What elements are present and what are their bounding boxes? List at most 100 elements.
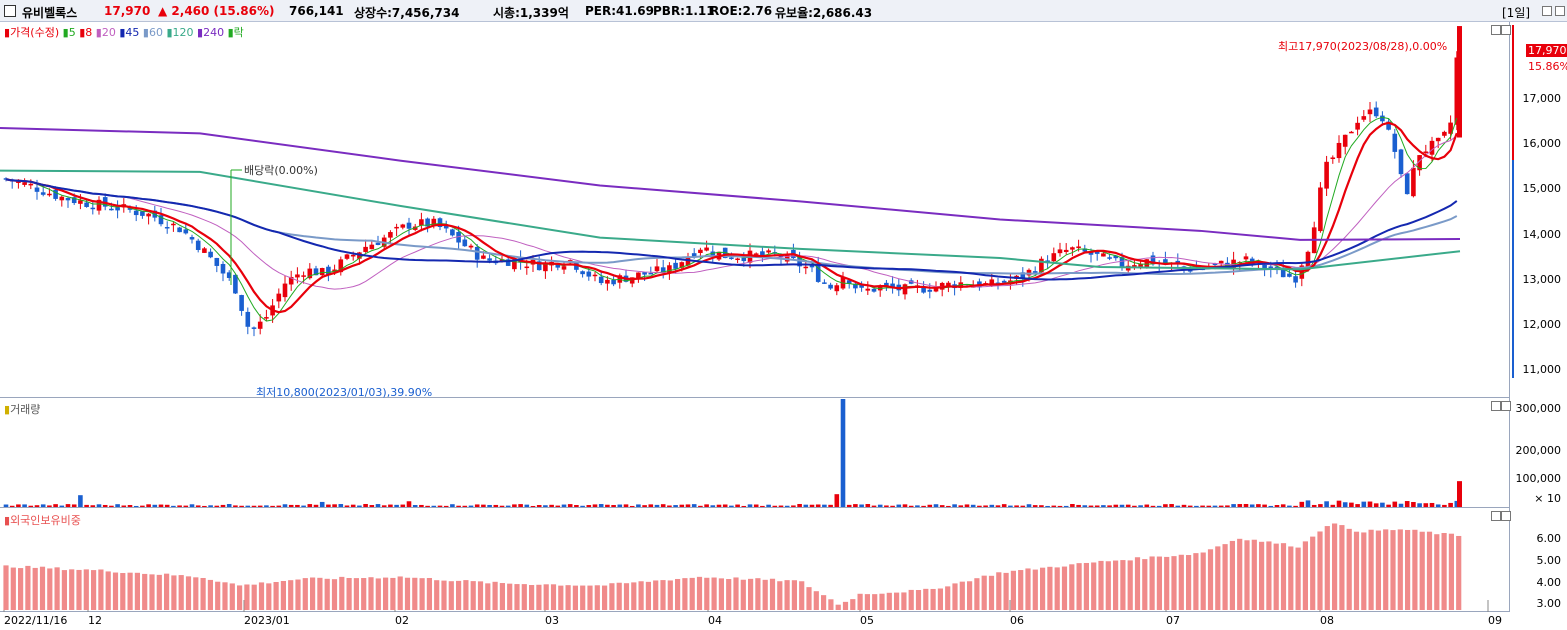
legend-ma8[interactable]: 8 (85, 26, 93, 39)
foreign-bar (368, 577, 374, 610)
candle-body (1249, 258, 1255, 264)
candle-body (1132, 265, 1137, 267)
foreign-bar (1215, 546, 1221, 610)
retention-ratio: 유보율:2,686.43 (775, 6, 873, 20)
volume-bar (1342, 502, 1348, 507)
foreign-bar (317, 577, 323, 610)
y-tick: 100,000 (1515, 472, 1562, 485)
volume-bar (1417, 503, 1422, 507)
volume-bar (846, 504, 852, 507)
candle-body (846, 280, 852, 284)
volume-bar (1001, 504, 1007, 507)
stock-name[interactable]: 유비벨록스 (22, 6, 78, 20)
foreign-bar (229, 583, 235, 610)
volume-bar (890, 505, 895, 507)
panel-close-icon[interactable] (1501, 511, 1511, 521)
candle-body (140, 211, 145, 216)
foreign-bar (404, 577, 411, 610)
volume-bar (1175, 505, 1181, 507)
foreign-bar (886, 592, 892, 610)
volume-bar (1336, 500, 1342, 507)
candle-body (276, 293, 282, 302)
foreign-bar (1025, 568, 1031, 610)
legend-ma5[interactable]: 5 (68, 26, 76, 39)
candle-body (109, 208, 114, 211)
volume-bar (1367, 501, 1373, 507)
volume-bar (512, 504, 517, 507)
candle-body (1051, 253, 1057, 262)
window-max-icon[interactable] (1555, 6, 1565, 16)
candle-body (146, 213, 151, 217)
legend-volume[interactable]: 거래량 (10, 403, 41, 416)
volume-bar (1187, 505, 1193, 507)
foreign-bar (1054, 567, 1060, 610)
volume-bar (1249, 504, 1255, 507)
legend-ma60[interactable]: 60 (148, 26, 163, 39)
volume-bar (264, 505, 269, 507)
foreign-bar (222, 582, 228, 610)
volume-bar (344, 505, 350, 507)
volume-bar (394, 504, 399, 507)
y-tick: 14,000 (1522, 228, 1562, 241)
volume-bar (96, 504, 102, 507)
panel-close-icon[interactable] (1501, 401, 1511, 411)
candle-body (59, 196, 65, 201)
y-tick: 13,000 (1522, 273, 1562, 286)
foreign-bar (791, 580, 797, 610)
volume-bar (1051, 505, 1057, 507)
volume-bar (580, 505, 585, 507)
foreign-bar (565, 585, 571, 610)
volume-bar (59, 505, 65, 507)
candle-body (555, 264, 561, 268)
ma120-line (0, 169, 1461, 271)
period-selector[interactable]: [1일] (1502, 6, 1531, 20)
volume-bar (636, 504, 641, 507)
foreign-bar (616, 582, 622, 610)
volume-bar (319, 501, 325, 507)
panel-close-icon[interactable] (1501, 25, 1511, 35)
panel-min-icon[interactable] (1491, 511, 1501, 521)
volume-bar (177, 505, 182, 507)
per-value: PER:41.69 (585, 4, 654, 18)
foreign-bar (536, 584, 542, 610)
volume-bar (977, 505, 982, 507)
volume-bar (1305, 500, 1311, 507)
select-checkbox[interactable] (4, 5, 16, 17)
panel-min-icon[interactable] (1491, 401, 1501, 411)
foreign-bar (1456, 535, 1462, 610)
legend-ma120[interactable]: 120 (172, 26, 194, 39)
foreign-bar (550, 584, 557, 610)
volume-bar (1070, 504, 1075, 507)
legend-ma20[interactable]: 20 (101, 26, 116, 39)
legend-foreign[interactable]: 외국인보유비중 (10, 514, 81, 527)
foreign-bar (908, 589, 914, 610)
candle-body (431, 218, 437, 226)
volume-bar (772, 505, 778, 507)
legend-ma240[interactable]: 240 (203, 26, 225, 39)
window-min-icon[interactable] (1542, 6, 1552, 16)
foreign-bar (1010, 570, 1016, 610)
foreign-bar (952, 583, 958, 610)
x-label: 07 (1166, 614, 1180, 627)
volume-bar (295, 504, 300, 507)
candle-body (406, 222, 412, 229)
candle-body (1262, 264, 1267, 270)
volume-bar (902, 504, 908, 507)
panel-min-icon[interactable] (1491, 25, 1501, 35)
y-tick: 15,000 (1522, 182, 1562, 195)
foreign-bar (879, 593, 885, 610)
foreign-bar (529, 585, 535, 610)
roe-value: ROE:2.76 (710, 4, 773, 18)
candle-body (1218, 260, 1224, 264)
legend-price[interactable]: 가격(수정) (10, 26, 60, 39)
volume-bar (332, 504, 337, 507)
volume-bar (1206, 505, 1212, 507)
candle-body (47, 193, 52, 196)
legend-ex-dividend[interactable]: 락 (233, 26, 244, 39)
foreign-bar (185, 576, 192, 610)
market-cap: 시총:1,339억 (493, 6, 569, 20)
candle-body (691, 253, 697, 257)
foreign-bar (1448, 533, 1454, 610)
foreign-bar (959, 581, 965, 610)
legend-ma45[interactable]: 45 (125, 26, 140, 39)
